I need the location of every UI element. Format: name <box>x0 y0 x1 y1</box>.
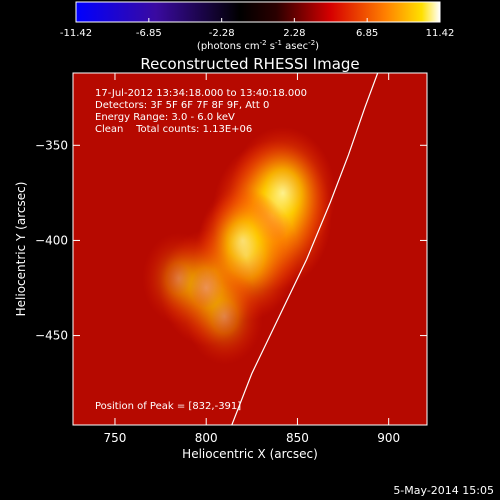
colorbar-tick-label: -6.85 <box>136 28 162 39</box>
colorbar: -11.42 -6.85 -2.28 2.28 6.85 11.42 (photons c… <box>60 1 455 52</box>
y-tick-label: −400 <box>35 233 68 247</box>
emission-source <box>142 232 216 325</box>
plot-area: 750 800 850 900 −350 −400 −450 <box>35 72 428 445</box>
colorbar-units: (photons cm-2 s-1 asec-2) <box>197 39 319 52</box>
solar-limb-curve <box>231 73 379 425</box>
x-axis: 750 800 850 900 <box>104 73 400 445</box>
annotation-peak: Position of Peak = [832,-391] <box>95 401 241 412</box>
x-tick-label: 750 <box>104 431 127 445</box>
x-tick-label: 800 <box>195 431 218 445</box>
colorbar-tick-label: 11.42 <box>426 28 455 39</box>
emission-sources <box>142 126 336 365</box>
x-tick-label: 850 <box>286 431 309 445</box>
colorbar-tick-label: 2.28 <box>283 28 305 39</box>
y-tick-label: −450 <box>35 329 68 343</box>
x-tick-label: 900 <box>377 431 400 445</box>
x-axis-label: Heliocentric X (arcsec) <box>182 447 318 461</box>
emission-source <box>198 185 287 296</box>
y-axis: −350 −400 −450 <box>35 138 427 343</box>
colorbar-tick-label: 6.85 <box>356 28 378 39</box>
chart-title: Reconstructed RHESSI Image <box>140 55 359 73</box>
annotation-detectors: Detectors: 3F 5F 6F 7F 8F 9F, Att 0 <box>95 100 269 111</box>
y-axis-label: Heliocentric Y (arcsec) <box>14 182 28 317</box>
colorbar-tick-label: -11.42 <box>60 28 92 39</box>
plot-frame <box>72 72 428 426</box>
y-tick-label: −350 <box>35 138 68 152</box>
annotation-clean: Clean Total counts: 1.13E+06 <box>95 124 252 135</box>
annotation-energy: Energy Range: 3.0 - 6.0 keV <box>95 112 235 123</box>
colorbar-gradient <box>75 1 441 23</box>
annotation-time: 17-Jul-2012 13:34:18.000 to 13:40:18.000 <box>95 88 307 99</box>
annotations: 17-Jul-2012 13:34:18.000 to 13:40:18.000… <box>95 88 307 412</box>
footer-date: 5-May-2014 15:05 <box>393 484 494 497</box>
colorbar-tick-label: -2.28 <box>209 28 235 39</box>
